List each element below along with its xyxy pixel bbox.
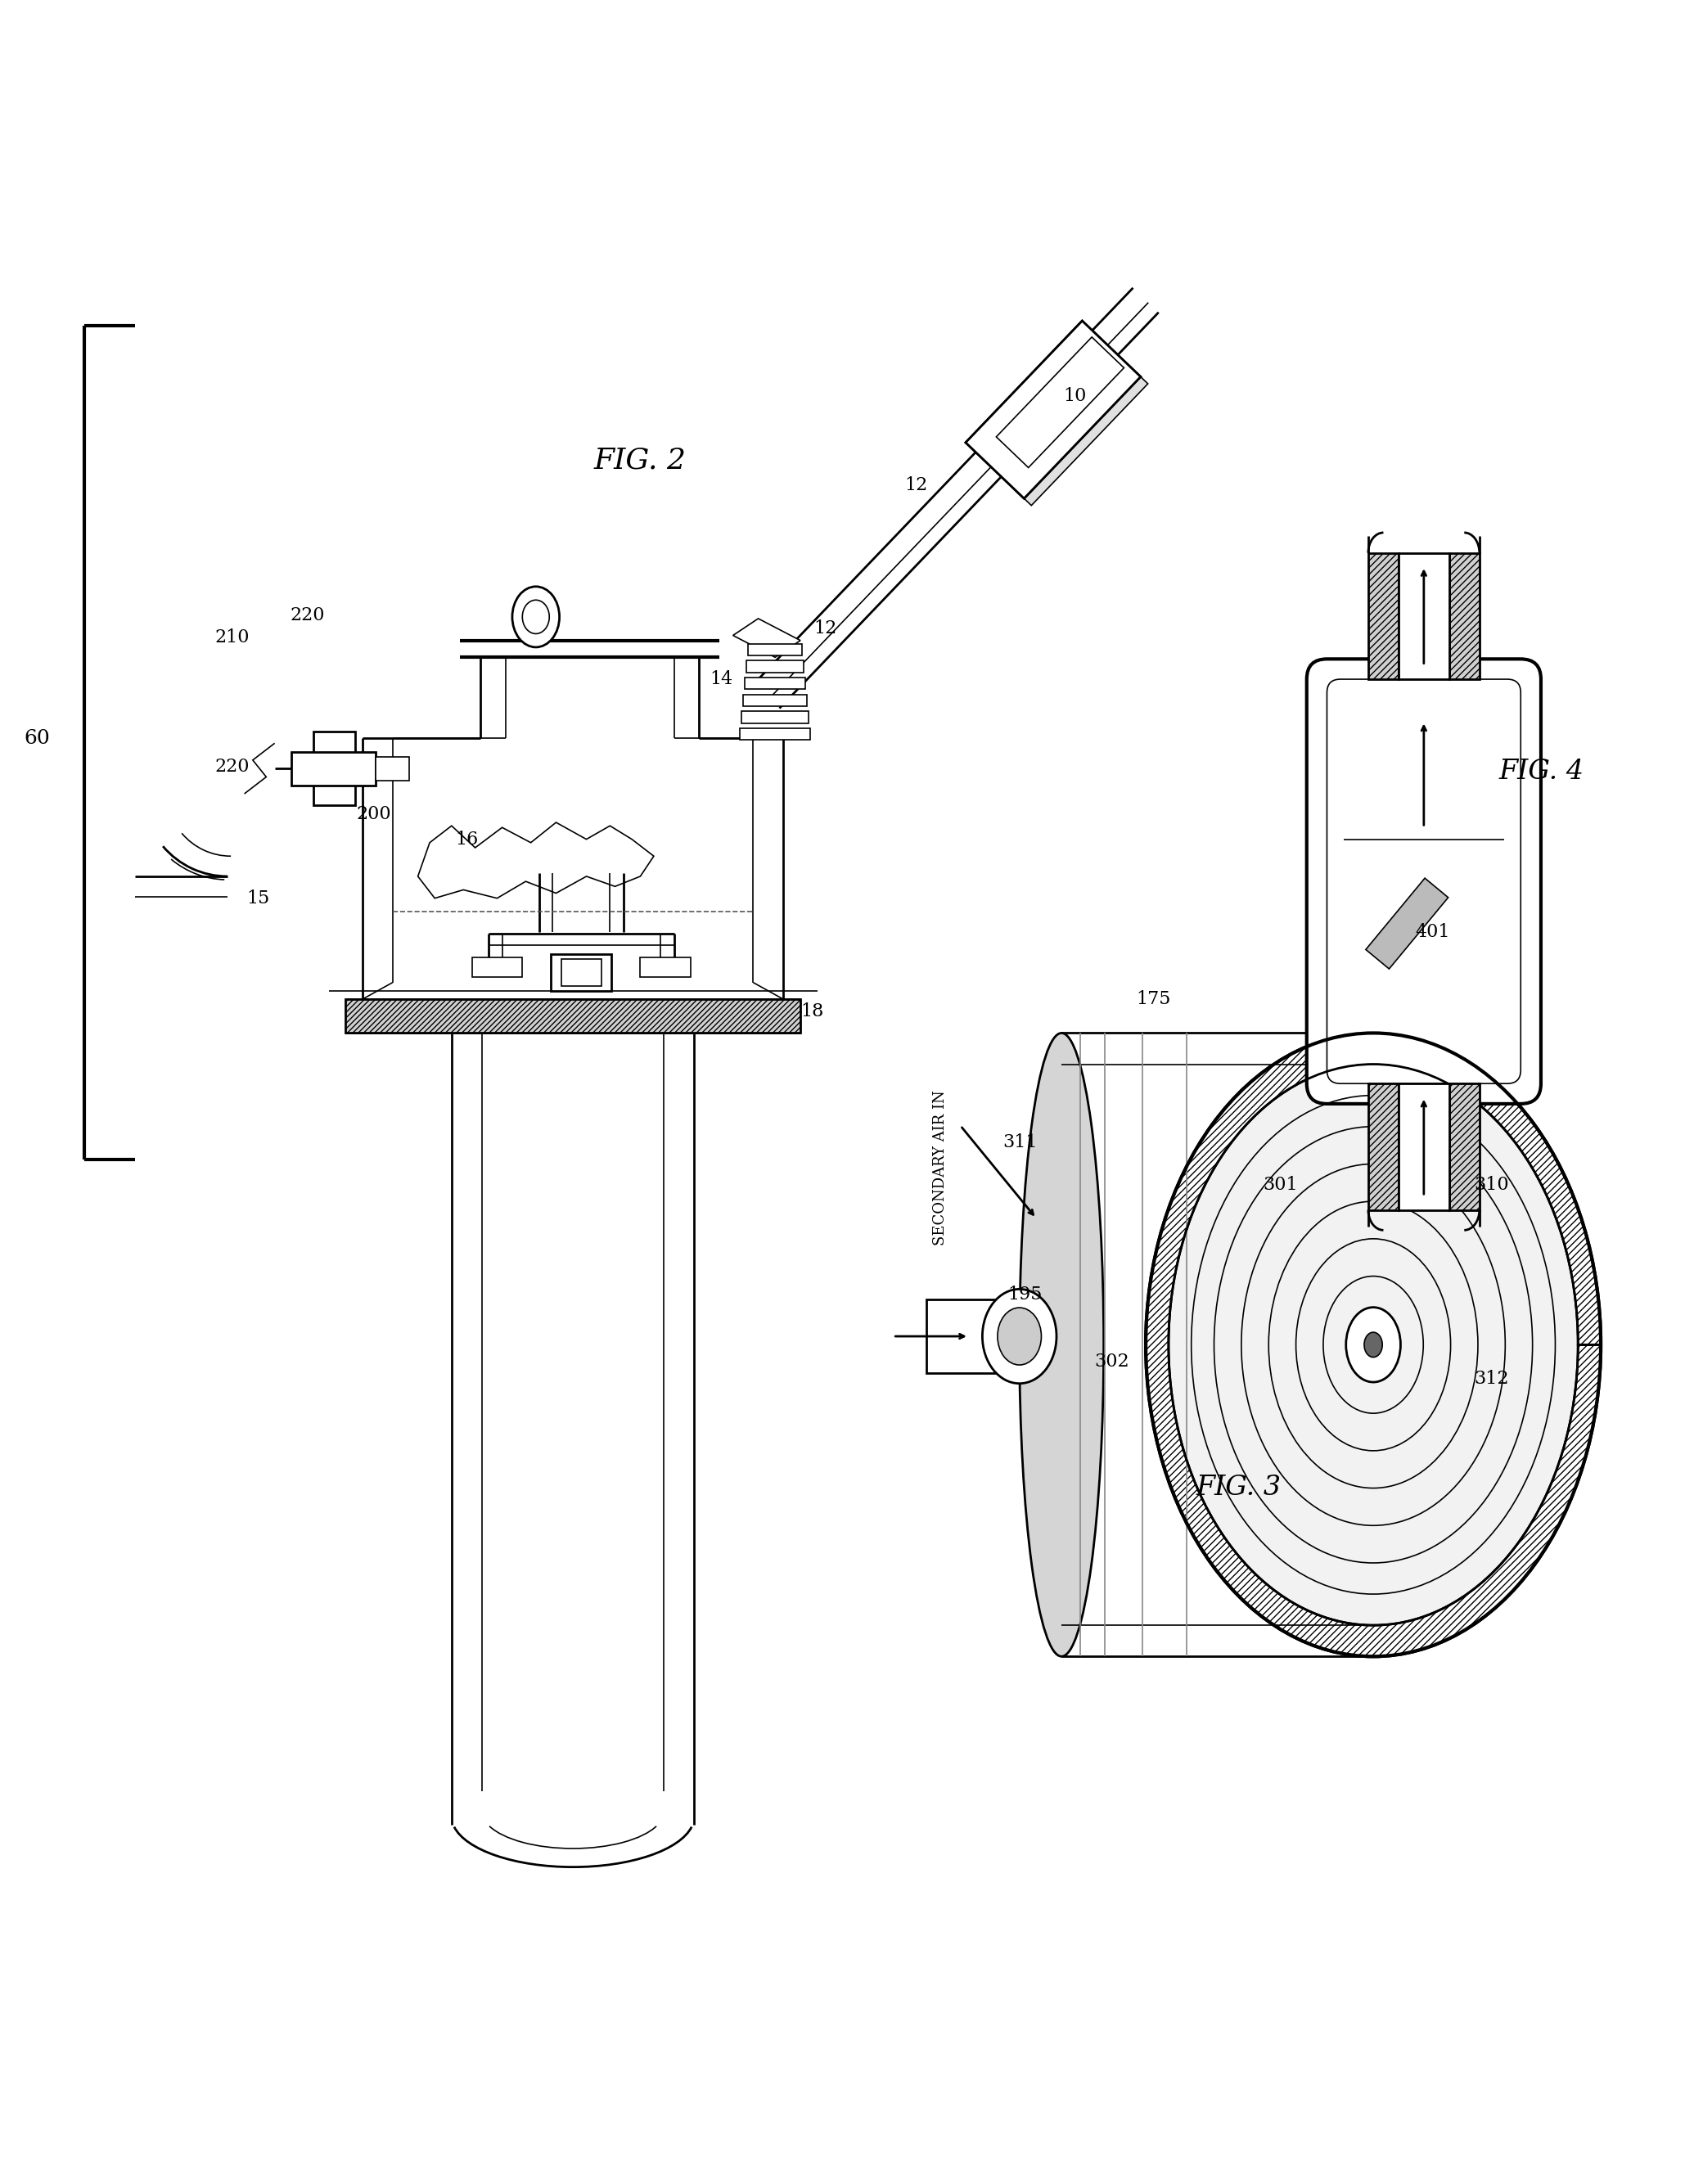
Ellipse shape [982,1289,1056,1382]
Bar [740,727,810,740]
Text: 60: 60 [24,729,51,747]
Polygon shape [972,328,1147,505]
Bar [1399,553,1449,679]
Ellipse shape [1019,1033,1104,1655]
Text: 210: 210 [214,629,249,646]
Text: 18: 18 [800,1002,824,1020]
Ellipse shape [998,1308,1041,1365]
Text: FIG. 4: FIG. 4 [1500,758,1584,784]
Text: 301: 301 [1264,1175,1297,1195]
Text: 15: 15 [246,889,270,906]
Text: 12: 12 [814,620,837,638]
Polygon shape [1146,1033,1601,1655]
Polygon shape [733,618,800,657]
Bar [746,662,804,673]
Bar [741,712,809,723]
Text: 200: 200 [357,806,391,823]
Ellipse shape [1346,1308,1400,1382]
Text: 302: 302 [1095,1352,1129,1372]
Text: 14: 14 [709,670,733,688]
Bar [551,954,612,992]
Ellipse shape [512,587,559,646]
Bar [1368,553,1399,679]
Bar [1449,1083,1479,1210]
Polygon shape [1367,878,1447,970]
Bar [748,644,802,655]
Bar [345,1000,800,1033]
Text: 10: 10 [1063,387,1087,406]
Bar [1449,553,1479,679]
FancyBboxPatch shape [1308,660,1540,1103]
Bar [292,751,376,786]
Polygon shape [966,321,1141,498]
Bar [376,756,409,780]
Text: 12: 12 [905,476,928,494]
Bar [1399,1083,1449,1210]
Bar [640,957,691,978]
Bar [561,959,602,985]
Bar [743,695,807,705]
Text: FIG. 3: FIG. 3 [1196,1474,1281,1500]
Text: SECONDARY AIR IN: SECONDARY AIR IN [933,1090,947,1245]
Bar [745,677,805,690]
Ellipse shape [1365,1332,1382,1356]
Text: 195: 195 [1008,1284,1043,1304]
Text: 220: 220 [290,607,325,625]
Text: FIG. 2: FIG. 2 [595,446,686,474]
Text: 16: 16 [455,830,479,847]
Ellipse shape [1146,1033,1601,1655]
Ellipse shape [522,601,549,633]
Bar [313,732,356,806]
Text: 312: 312 [1474,1369,1508,1387]
Bar [1368,1083,1399,1210]
Bar [927,1299,1019,1374]
Text: 310: 310 [1474,1175,1508,1195]
Text: 220: 220 [214,758,249,775]
Text: 401: 401 [1415,924,1451,941]
Text: 175: 175 [1136,989,1171,1009]
Text: 311: 311 [1003,1133,1038,1151]
Bar [472,957,522,978]
Polygon shape [966,321,1141,498]
